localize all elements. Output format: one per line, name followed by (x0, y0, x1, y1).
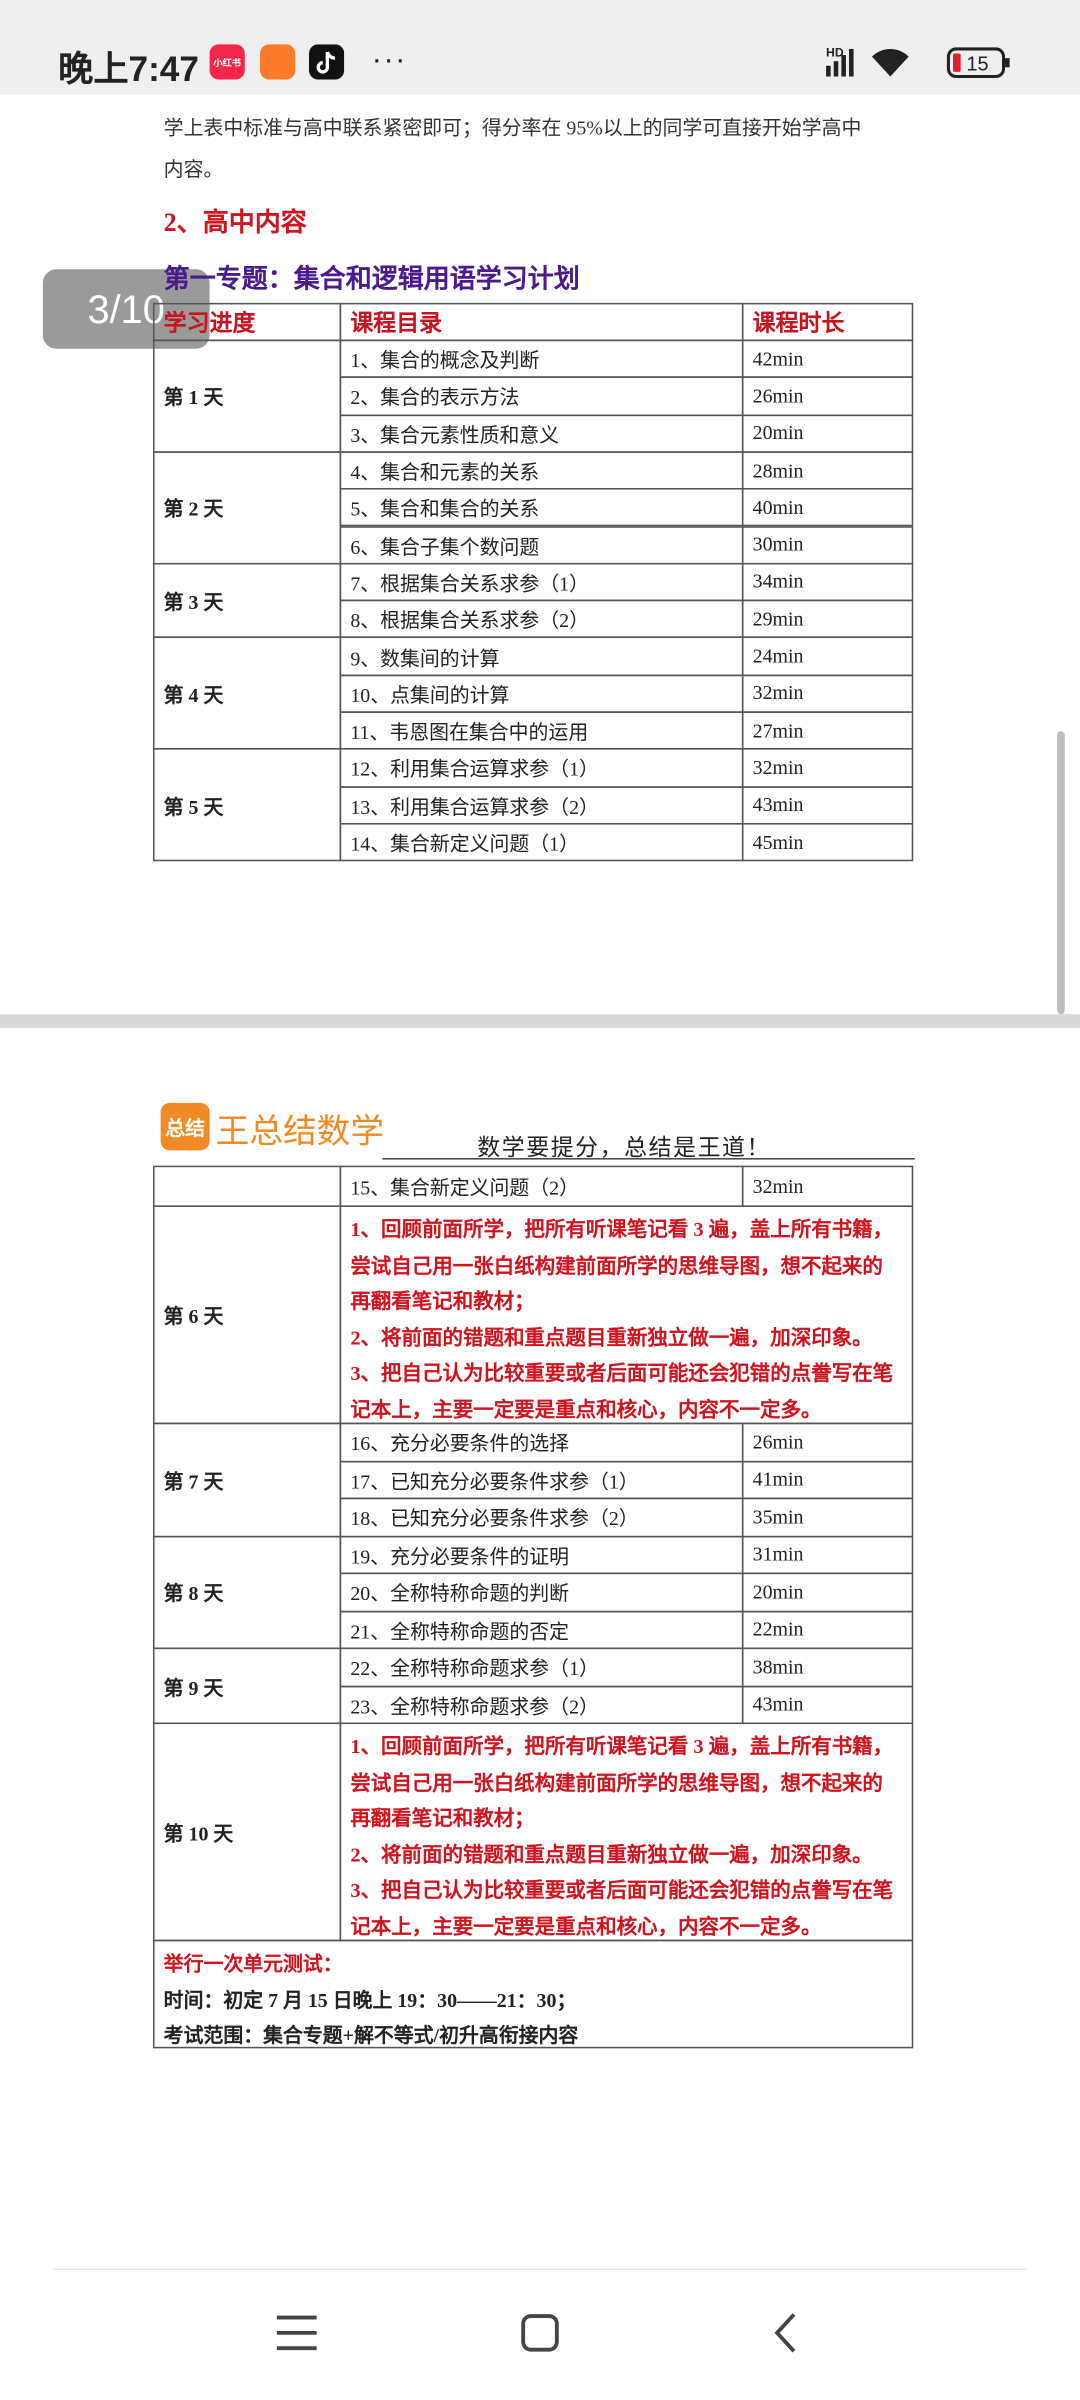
slogan: 数学要提分，总结是王道！ (477, 1136, 772, 1162)
lesson: 23、全称特称命题求参（2） (339, 1685, 744, 1725)
duration: 20min (741, 413, 914, 453)
lesson: 4、集合和元素的关系 (339, 451, 744, 490)
lesson: 1、集合的概念及判断 (339, 339, 744, 379)
lesson: 5、集合和集合的关系 (339, 488, 744, 527)
day-label: 第 7 天 (152, 1422, 342, 1537)
day-label: 第 4 天 (152, 636, 342, 751)
lesson: 21、全称特称命题的否定 (339, 1610, 744, 1650)
slogan-rule (382, 1158, 915, 1160)
duration: 22min (741, 1610, 914, 1650)
review-note: 2、将前面的错题和重点题目重新独立做一遍，加深印象。 (350, 1325, 873, 1349)
lesson: 22、全称特称命题求参（1） (339, 1647, 744, 1687)
review-notes: 1、回顾前面所学，把所有听课笔记看 3 遍，盖上所有书籍，尝试自己用一张白纸构建… (339, 1205, 914, 1425)
review-note: 1、回顾前面所学，把所有听课笔记看 3 遍，盖上所有书籍，尝试自己用一张白纸构建… (350, 1734, 894, 1830)
review-notes: 1、回顾前面所学，把所有听课笔记看 3 遍，盖上所有书籍，尝试自己用一张白纸构建… (339, 1722, 914, 1942)
clock: 晚上7:47 (58, 48, 199, 89)
lesson: 7、根据集合关系求参（1） (339, 562, 744, 602)
page-separator (0, 1014, 1080, 1028)
lesson: 9、数集间的计算 (339, 636, 744, 676)
exam-scope: 考试范围：集合专题+解不等式/初升高衔接内容 (163, 2023, 579, 2047)
duration: 32min (741, 748, 914, 788)
app-icon (309, 44, 345, 80)
page (0, 1027, 1080, 2400)
duration: 45min (741, 822, 914, 862)
paragraph-line: 内容。 (163, 157, 224, 181)
lesson: 13、利用集合运算求参（2） (339, 785, 744, 825)
duration: 34min (741, 562, 914, 602)
scrollbar[interactable] (1057, 731, 1065, 1015)
lesson: 20、全称特称命题的判断 (339, 1572, 744, 1612)
paragraph-line: 学上表中标准与高中联系紧密即可；得分率在 95%以上的同学可直接开始学高中 (163, 116, 862, 140)
duration: 26min (741, 376, 914, 416)
duration: 32min (741, 674, 914, 713)
lesson: 6、集合子集个数问题 (339, 525, 744, 565)
exam-time: 时间：初定 7 月 15 日晚上 19：30——21：30； (163, 1987, 577, 2011)
day-label: 第 5 天 (152, 748, 342, 862)
day-label: 第 1 天 (152, 339, 342, 453)
day-label: 第 10 天 (152, 1722, 342, 1942)
lesson: 11、韦恩图在集合中的运用 (339, 711, 744, 751)
app-icon: 小红书 (209, 44, 245, 80)
plan-title: 第一专题：集合和逻辑用语学习计划 (163, 264, 580, 294)
day-label: 第 3 天 (152, 562, 342, 639)
lesson: 14、集合新定义问题（1） (339, 822, 744, 862)
table-header: 课程目录 (339, 302, 744, 342)
table-header: 课程时长 (741, 302, 914, 342)
lesson: 18、已知充分必要条件求参（2） (339, 1497, 744, 1537)
duration: 30min (741, 525, 914, 565)
home-button[interactable] (511, 2307, 572, 2359)
duration: 43min (741, 1685, 914, 1725)
exam-box: 举行一次单元测试： 时间：初定 7 月 15 日晚上 19：30——21：30； 考… (152, 1939, 914, 2049)
table-header: 学习进度 (152, 302, 342, 342)
duration: 41min (741, 1460, 914, 1500)
app-icon (260, 44, 296, 80)
review-note: 1、回顾前面所学，把所有听课笔记看 3 遍，盖上所有书籍，尝试自己用一张白纸构建… (350, 1217, 894, 1313)
review-note: 2、将前面的错题和重点题目重新独立做一遍，加深印象。 (350, 1843, 873, 1866)
day-label-continued (152, 1165, 342, 1207)
section-heading: 2、高中内容 (163, 208, 307, 238)
lesson: 3、集合元素性质和意义 (339, 413, 744, 453)
back-button[interactable] (757, 2307, 818, 2359)
logo-badge: 总结 (160, 1102, 210, 1151)
lesson: 15、集合新定义问题（2） (339, 1165, 744, 1207)
status-icons: HD 15 (826, 46, 1010, 79)
duration: 31min (741, 1535, 914, 1575)
review-note: 3、把自己认为比较重要或者后面可能还会犯错的点誊写在笔记本上，主要一定要是重点和… (350, 1362, 894, 1422)
duration: 26min (741, 1422, 914, 1462)
lesson: 12、利用集合运算求参（1） (339, 748, 744, 788)
lesson: 17、已知充分必要条件求参（1） (339, 1460, 744, 1500)
duration: 29min (741, 599, 914, 639)
menu-button[interactable] (268, 2307, 329, 2359)
lesson: 2、集合的表示方法 (339, 376, 744, 416)
status-bar: 晚上7:47 小红书 ··· HD 15 (0, 0, 1080, 95)
page-indicator: 3/10 (42, 269, 210, 349)
duration: 24min (741, 636, 914, 676)
exam-title: 举行一次单元测试： (163, 1951, 343, 1975)
lesson: 8、根据集合关系求参（2） (339, 599, 744, 639)
lesson: 19、充分必要条件的证明 (339, 1535, 744, 1575)
lesson: 10、点集间的计算 (339, 674, 744, 713)
svg-text:HD: HD (826, 46, 844, 60)
nav-divider (53, 2268, 1027, 2271)
duration: 27min (741, 711, 914, 751)
duration: 35min (741, 1497, 914, 1537)
duration: 38min (741, 1647, 914, 1687)
duration: 32min (741, 1165, 914, 1207)
duration: 28min (741, 451, 914, 490)
review-note: 3、把自己认为比较重要或者后面可能还会犯错的点誊写在笔记本上，主要一定要是重点和… (350, 1879, 894, 1939)
day-label: 第 2 天 (152, 451, 342, 565)
day-label: 第 9 天 (152, 1647, 342, 1725)
day-label: 第 6 天 (152, 1205, 342, 1425)
battery-level: 15 (966, 53, 988, 75)
duration: 40min (741, 488, 914, 527)
duration: 42min (741, 339, 914, 379)
duration: 20min (741, 1572, 914, 1612)
duration: 43min (741, 785, 914, 825)
more-icon: ··· (371, 42, 407, 77)
day-label: 第 8 天 (152, 1535, 342, 1650)
lesson: 16、充分必要条件的选择 (339, 1422, 744, 1462)
logo-text: 王总结数学 (215, 1112, 384, 1151)
